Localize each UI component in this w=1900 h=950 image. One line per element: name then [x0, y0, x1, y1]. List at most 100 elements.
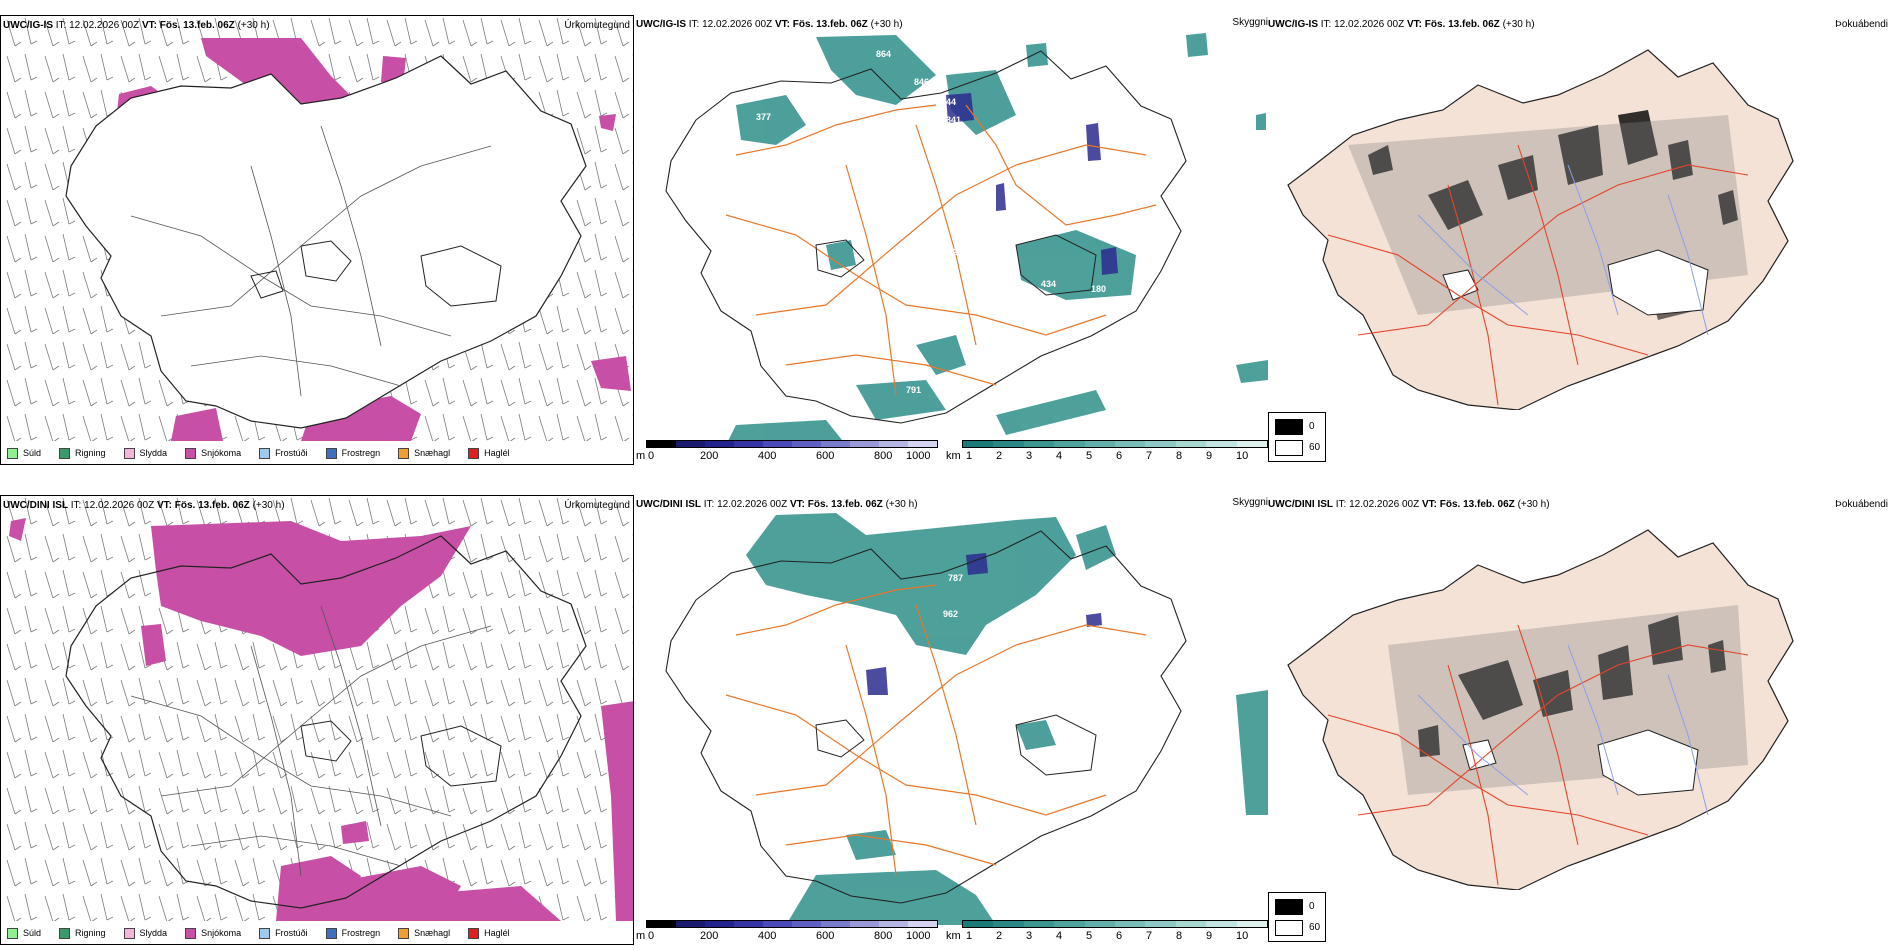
panel-title-precip-bottom: Úrkomutegund	[564, 500, 630, 511]
cloudbase-colorbar-bottom: m 0 200 400 600 800 1000	[636, 920, 938, 945]
visibility-tick: 4	[1056, 450, 1063, 462]
cloudbase-tick: 600	[816, 930, 835, 942]
rivers	[1417, 164, 1709, 336]
legend-item: Rigning	[53, 927, 106, 939]
visibility-tick: 6	[1116, 930, 1123, 942]
road-network	[1327, 624, 1749, 886]
iceland-coastline	[665, 50, 1187, 424]
low-cloudbase-areas	[946, 93, 1118, 275]
visibility-map-top: 864 846 544 341 377 429 434 180 791 591	[665, 33, 1268, 445]
glaciers	[815, 234, 1097, 296]
panel-title-precip-top: Úrkomutegund	[564, 20, 630, 31]
iceland-coastline	[65, 535, 587, 909]
glaciers	[815, 714, 1097, 776]
low-visibility-areas	[746, 513, 1268, 925]
cloudbase-label: 962	[943, 609, 958, 619]
header-top-fog: UWC/IG-IS IT: 12.02.2026 00Z VT: Fös. 13…	[1268, 19, 1535, 30]
cloudbase-label: 180	[1091, 284, 1106, 294]
rivers	[1417, 644, 1709, 816]
precip-panel-top: UWC/IG-IS IT: 12.02.2026 00Z VT: Fös. 13…	[0, 15, 634, 465]
cloudbase-label: 787	[948, 573, 963, 583]
precip-map-top	[1, 16, 633, 441]
visibility-tick: 9	[1206, 930, 1213, 942]
visibility-tick: 7	[1146, 450, 1153, 462]
cloudbase-tick: 200	[700, 930, 719, 942]
legend-item: Rigning	[53, 447, 106, 459]
visibility-tick: 2	[996, 930, 1003, 942]
visibility-tick: 8	[1176, 930, 1183, 942]
cloudbase-tick: 800	[874, 930, 893, 942]
panel-title-fog-bottom: Þokuábendi	[1835, 499, 1888, 510]
cloudbase-labels: 864 846 544 341 377 429 434 180 791 591	[756, 49, 1106, 397]
visibility-colorbar-top: km 1 2 3 4 5 6 7 8 9 10	[946, 440, 1268, 465]
road-network	[130, 125, 492, 397]
cloudbase-label: 544	[941, 97, 956, 107]
precip-legend-top: Súld Rigning Slydda Snjókoma Frostúði Fr…	[1, 442, 522, 464]
visibility-unit: km	[946, 930, 961, 942]
cloudbase-unit: m	[636, 450, 646, 462]
cloudbase-tick: 0	[648, 450, 655, 462]
snow-areas	[9, 518, 633, 921]
glaciers	[300, 720, 502, 787]
visibility-tick: 8	[1176, 450, 1183, 462]
cloudbase-labels: 787 962 534	[771, 573, 963, 619]
panel-title-fog-top: Þokuábendi	[1835, 19, 1888, 30]
header-bottom-fog: UWC/DINI ISL IT: 12.02.2026 00Z VT: Fös.…	[1268, 499, 1550, 510]
visibility-map-bottom: 787 962 534	[665, 513, 1268, 925]
cloudbase-label: 791	[906, 385, 921, 395]
visibility-tick: 4	[1056, 930, 1063, 942]
fog-legend-top: 0 60	[1268, 412, 1326, 462]
cloudbase-label: 846	[914, 77, 929, 87]
visibility-panel-bottom: 787 962 534 UWC/DINI ISL IT: 12.02.2026 …	[636, 495, 1268, 945]
visibility-tick: 10	[1236, 930, 1249, 942]
cloudbase-tick: 600	[816, 450, 835, 462]
glaciers	[250, 240, 502, 307]
visibility-unit: km	[946, 450, 961, 462]
legend-item: Snæhagl	[392, 927, 450, 939]
legend-item: Snæhagl	[392, 447, 450, 459]
cloudbase-tick: 800	[874, 450, 893, 462]
legend-item: Snjókoma	[179, 447, 241, 459]
legend-item: Haglél	[462, 447, 510, 459]
precip-panel-bottom: UWC/DINI ISL IT: 12.02.2026 00Z VT: Fös.…	[0, 495, 634, 945]
cloudbase-tick: 200	[700, 450, 719, 462]
visibility-tick: 3	[1026, 450, 1033, 462]
legend-item: Súld	[1, 927, 41, 939]
legend-item: Súld	[1, 447, 41, 459]
precip-legend-bottom: Súld Rigning Slydda Snjókoma Frostúði Fr…	[1, 922, 522, 944]
fog-map-bottom	[1287, 529, 1794, 890]
cloudbase-label: 534	[771, 602, 786, 612]
visibility-panel-top: 864 846 544 341 377 429 434 180 791 591 …	[636, 15, 1268, 465]
visibility-tick: 10	[1236, 450, 1249, 462]
cloudbase-tick: 1000	[906, 930, 931, 942]
legend-item: Frostregn	[320, 927, 380, 939]
cloudbase-label: 864	[876, 49, 891, 59]
fog-panel-top: UWC/IG-IS IT: 12.02.2026 00Z VT: Fös. 13…	[1268, 15, 1900, 410]
glaciers	[1442, 249, 1709, 316]
cloudbase-tick: 0	[648, 930, 655, 942]
low-visibility-areas	[726, 33, 1268, 445]
cloudbase-tick: 400	[758, 450, 777, 462]
road-network	[1327, 144, 1749, 406]
legend-item: Frostregn	[320, 447, 380, 459]
road-network	[130, 605, 492, 877]
visibility-tick: 1	[966, 930, 973, 942]
cloudbase-unit: m	[636, 930, 646, 942]
fog-legend-bottom: 0 60	[1268, 892, 1326, 942]
panel-title-vis-top: Skyggni	[1232, 17, 1268, 28]
fog-panel-bottom: UWC/DINI ISL IT: 12.02.2026 00Z VT: Fös.…	[1268, 495, 1900, 890]
road-network	[725, 584, 1147, 876]
legend-item: Snjókoma	[179, 927, 241, 939]
header-top-vis: UWC/IG-IS IT: 12.02.2026 00Z VT: Fös. 13…	[636, 19, 903, 30]
visibility-tick: 9	[1206, 450, 1213, 462]
header-bottom-vis: UWC/DINI ISL IT: 12.02.2026 00Z VT: Fös.…	[636, 499, 918, 510]
precip-map-bottom	[1, 496, 633, 921]
visibility-colorbar-bottom: km 1 2 3 4 5 6 7 8 9 10	[946, 920, 1268, 945]
cloudbase-label: 591	[936, 387, 951, 397]
legend-item: Slydda	[118, 927, 167, 939]
cloudbase-label: 341	[946, 115, 961, 125]
visibility-tick: 5	[1086, 450, 1093, 462]
header-top-precip: UWC/IG-IS IT: 12.02.2026 00Z VT: Fös. 13…	[3, 20, 270, 31]
cloudbase-tick: 400	[758, 930, 777, 942]
visibility-tick: 3	[1026, 930, 1033, 942]
